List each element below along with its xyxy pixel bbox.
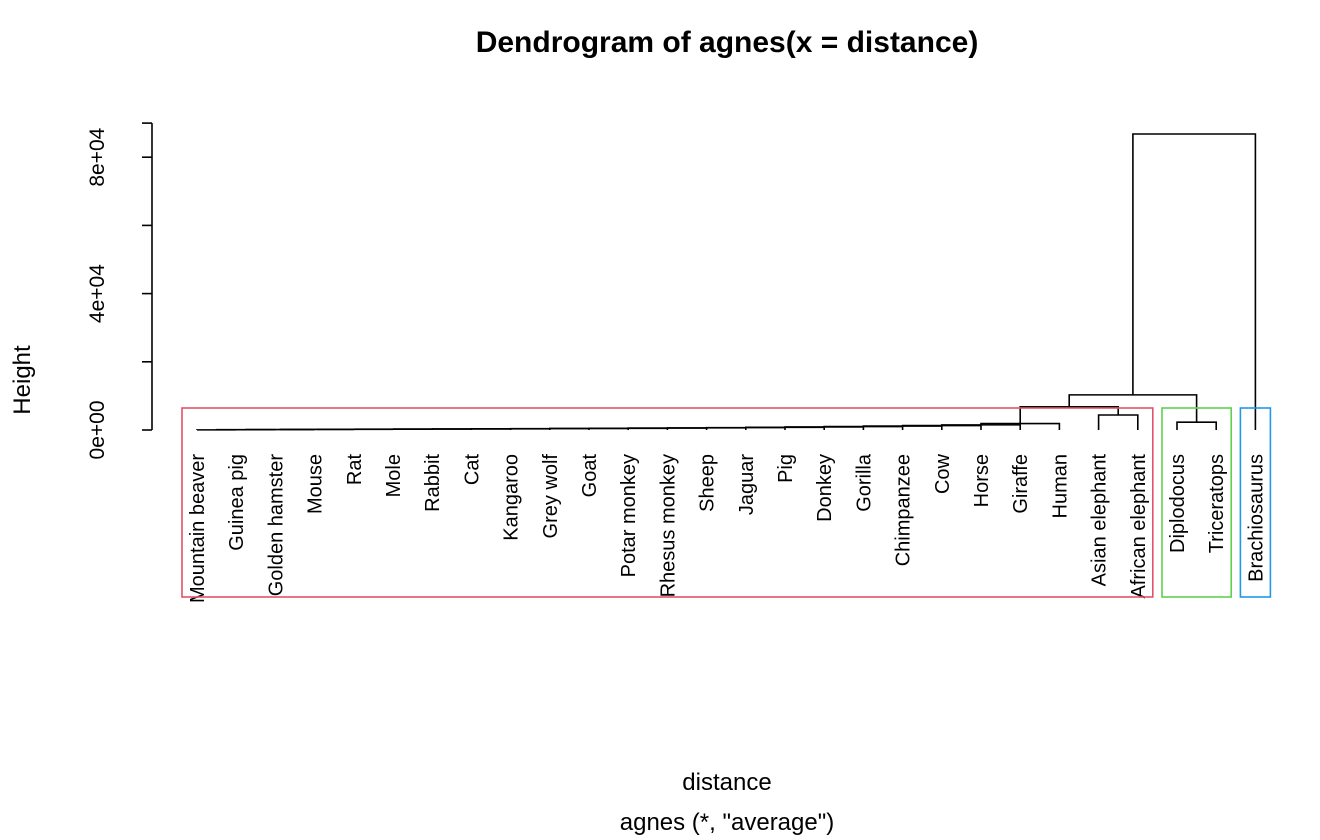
dendrogram-branches [196, 133, 1257, 431]
dendrogram-branch [549, 427, 629, 430]
leaf-label: Mountain beaver [187, 454, 209, 603]
y-axis: 0e+00 4e+04 8e+04 [86, 122, 153, 460]
x-axis-sublabel: agnes (*, "average") [620, 809, 835, 836]
cluster-rect [1161, 407, 1232, 598]
leaf-label: Jaguar [736, 454, 758, 515]
cluster-rect [1239, 407, 1272, 598]
leaf-label: Mouse [305, 454, 327, 514]
dendrogram-branch [1132, 133, 1257, 430]
leaf-label: Gorilla [853, 453, 875, 512]
leaf-label: Potar monkey [618, 454, 640, 577]
leaf-labels: Mountain beaver Guinea pig Golden hamster M… [187, 453, 1267, 603]
leaf-label: Rat [344, 454, 366, 486]
y-tick-label: 0e+00 [86, 401, 109, 460]
leaf-label: African elephant [1128, 454, 1150, 599]
dendrogram-branch [1097, 414, 1139, 430]
dendrogram-branch [1176, 421, 1217, 430]
chart-title: Dendrogram of agnes(x = distance) [476, 26, 979, 59]
leaf-label: Pig [775, 454, 797, 483]
leaf-label: Cat [461, 454, 483, 486]
leaf-label: Grey wolf [540, 454, 562, 539]
leaf-label: Diplodocus [1167, 454, 1189, 553]
leaf-label: Asian elephant [1089, 454, 1111, 587]
leaf-label: Human [1049, 454, 1071, 518]
leaf-label: Goat [579, 454, 601, 498]
leaf-label: Golden hamster [265, 454, 287, 597]
leaf-label: Brachiosaurus [1245, 454, 1267, 582]
leaf-label: Donkey [814, 454, 836, 522]
leaf-label: Mole [383, 454, 405, 497]
leaf-label: Kangaroo [501, 454, 523, 541]
leaf-label: Triceratops [1206, 454, 1228, 553]
leaf-label: Guinea pig [226, 454, 248, 551]
y-tick-label: 8e+04 [86, 127, 109, 186]
leaf-label: Rabbit [422, 454, 444, 512]
leaf-label: Giraffe [1010, 454, 1032, 514]
leaf-label: Cow [932, 453, 954, 494]
leaf-label: Chimpanzee [893, 454, 915, 566]
leaf-label: Rhesus monkey [657, 454, 679, 597]
leaf-label: Horse [971, 454, 993, 507]
x-axis-label: distance [682, 769, 771, 796]
leaf-label: Sheep [697, 454, 719, 512]
cluster-rect [181, 407, 1154, 598]
cluster-boxes [181, 407, 1272, 598]
y-axis-label: Height [9, 345, 36, 415]
y-tick-label: 4e+04 [86, 264, 109, 323]
